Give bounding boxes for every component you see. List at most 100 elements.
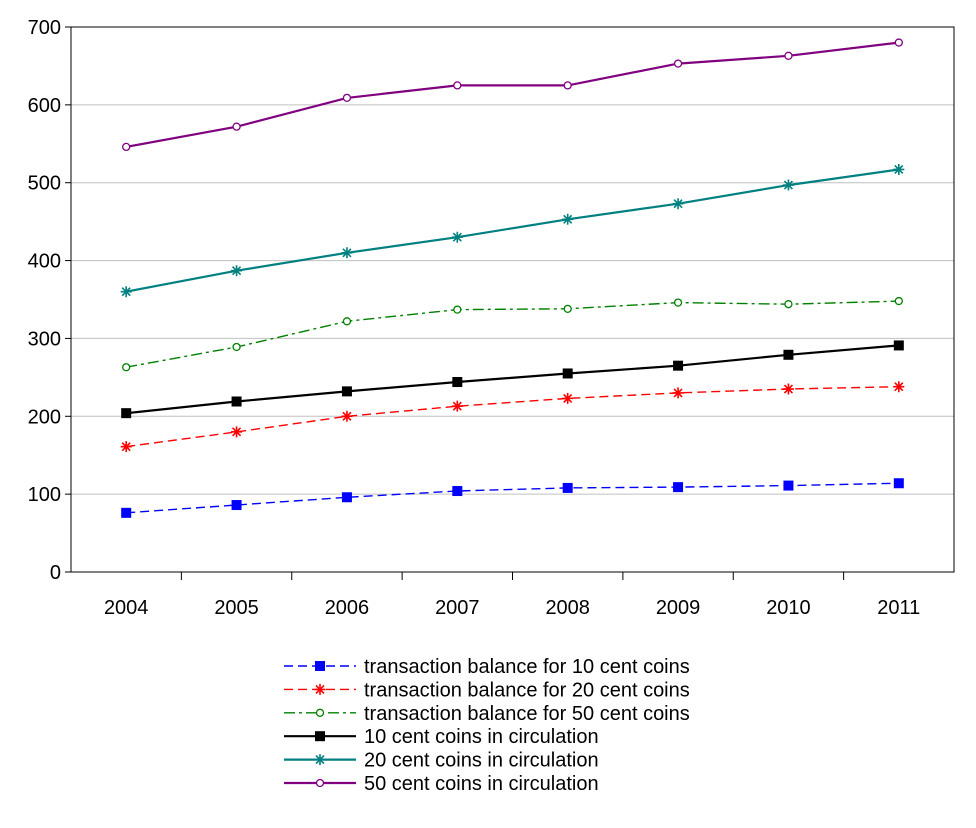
- series-line: [125, 168, 899, 293]
- legend-label: 20 cent coins in circulation: [364, 750, 599, 772]
- legend-item: transaction balance for 50 cent coins: [284, 703, 690, 725]
- data-point: [231, 426, 243, 438]
- data-point: [893, 163, 905, 175]
- data-point: [121, 507, 132, 518]
- data-point: [783, 480, 794, 491]
- y-tick-label: 200: [28, 406, 61, 428]
- data-point: [231, 500, 242, 511]
- data-point: [452, 377, 463, 388]
- data-point: [673, 59, 683, 68]
- data-point: [451, 400, 463, 412]
- data-point: [784, 300, 793, 309]
- x-tick-label: 2008: [545, 597, 590, 619]
- y-tick-label: 100: [28, 484, 61, 506]
- series-lines: [120, 38, 905, 518]
- data-point: [562, 213, 574, 225]
- x-axis-tick-labels: 2004 2005 2006 2007 2008 2009 2010 2011: [104, 597, 920, 619]
- data-point: [672, 198, 684, 210]
- data-point: [341, 247, 353, 259]
- y-tick-label: 700: [28, 17, 61, 39]
- legend: transaction balance for 10 cent coinstra…: [284, 656, 690, 795]
- data-point: [562, 368, 573, 379]
- data-point: [673, 298, 683, 307]
- data-point: [893, 340, 904, 351]
- data-point: [231, 396, 242, 407]
- x-tick-label: 2005: [214, 597, 259, 619]
- series-6: [122, 38, 903, 152]
- data-point: [232, 342, 241, 352]
- data-point: [342, 93, 352, 102]
- series-line: [126, 344, 899, 415]
- series-2: [120, 381, 905, 453]
- legend-label: transaction balance for 50 cent coins: [364, 703, 690, 725]
- series-line: [126, 482, 899, 514]
- series-4: [121, 340, 904, 419]
- y-tick-label: 300: [28, 328, 61, 350]
- data-point: [783, 349, 794, 360]
- legend-item: transaction balance for 10 cent coins: [284, 656, 690, 678]
- legend-item: 20 cent coins in circulation: [284, 750, 599, 772]
- data-point: [231, 265, 243, 277]
- data-point: [341, 410, 353, 422]
- legend-item: transaction balance for 20 cent coins: [284, 679, 690, 701]
- series-1: [121, 478, 904, 518]
- legend-label: 50 cent coins in circulation: [364, 773, 599, 795]
- data-point: [894, 296, 903, 306]
- data-point: [120, 441, 132, 453]
- data-point: [341, 386, 352, 397]
- data-point: [122, 363, 131, 372]
- y-tick-label: 0: [50, 562, 61, 584]
- data-point: [673, 482, 684, 493]
- data-point: [894, 38, 903, 47]
- data-point: [672, 387, 684, 399]
- legend-item: 10 cent coins in circulation: [284, 726, 599, 748]
- gridlines: [71, 26, 954, 495]
- plot-frame: [70, 26, 955, 573]
- series-5: [120, 163, 905, 298]
- data-point: [342, 317, 352, 326]
- data-point: [563, 304, 572, 313]
- data-point: [673, 360, 684, 371]
- data-point: [452, 486, 463, 497]
- x-tick-label: 2011: [877, 597, 920, 619]
- y-tick-label: 500: [28, 173, 61, 195]
- legend-marker: [315, 778, 325, 788]
- series-line: [126, 300, 899, 368]
- data-point: [562, 482, 573, 493]
- x-tick-label: 2007: [435, 597, 480, 619]
- axes: [65, 26, 955, 580]
- data-point: [782, 179, 794, 191]
- x-tick-label: 2010: [766, 597, 811, 619]
- y-tick-label: 400: [28, 251, 61, 273]
- data-point: [453, 81, 462, 90]
- x-tick-label: 2006: [325, 597, 370, 619]
- legend-marker: [314, 683, 326, 695]
- series-line: [126, 386, 899, 448]
- x-tick-label: 2004: [104, 597, 149, 619]
- x-tick-label: 2009: [656, 597, 701, 619]
- data-point: [562, 392, 574, 404]
- data-point: [893, 478, 904, 489]
- y-axis-tick-labels: 0 100 200 300 400 500 600 700: [28, 17, 61, 584]
- legend-label: transaction balance for 20 cent coins: [364, 679, 690, 701]
- series-line: [126, 41, 899, 148]
- data-point: [893, 381, 905, 393]
- data-point: [341, 492, 352, 503]
- data-point: [232, 122, 241, 131]
- series-3: [122, 296, 903, 372]
- y-tick-label: 600: [28, 95, 61, 117]
- legend-marker: [315, 661, 325, 671]
- legend-label: transaction balance for 10 cent coins: [364, 656, 690, 678]
- legend-item: 50 cent coins in circulation: [284, 773, 599, 795]
- legend-marker: [314, 754, 326, 766]
- data-point: [453, 305, 462, 314]
- data-point: [121, 408, 132, 419]
- data-point: [563, 81, 572, 90]
- data-point: [782, 383, 794, 395]
- data-point: [784, 51, 793, 60]
- legend-marker: [315, 731, 325, 742]
- data-point: [451, 231, 463, 243]
- data-point: [122, 142, 131, 152]
- data-point: [120, 286, 132, 298]
